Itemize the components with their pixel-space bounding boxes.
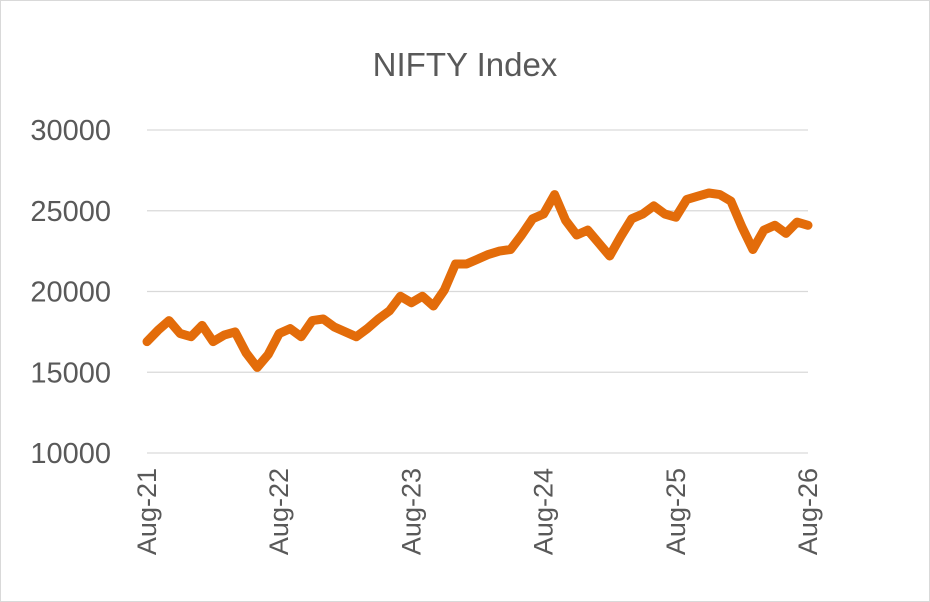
x-tick-label: Aug-24 [529,468,559,555]
series-line [142,188,813,372]
y-tick-label: 15000 [30,357,111,389]
y-tick-label: 10000 [30,438,111,470]
y-tick-label: 30000 [30,115,111,147]
gridlines [147,129,808,454]
chart-title: NIFTY Index [373,46,558,83]
x-tick-label: Aug-25 [661,468,691,555]
x-tick-label: Aug-26 [793,468,823,555]
x-tick-label: Aug-22 [264,468,294,555]
x-axis-ticks: Aug-21 Aug-22 Aug-23 Aug-24 Aug-25 Aug-26 [132,468,823,555]
y-tick-label: 25000 [30,196,111,228]
x-tick-label: Aug-23 [396,468,426,555]
x-tick-label: Aug-21 [132,468,162,555]
y-axis-ticks: 10000 15000 20000 25000 30000 [30,115,111,470]
y-tick-label: 20000 [30,277,111,309]
